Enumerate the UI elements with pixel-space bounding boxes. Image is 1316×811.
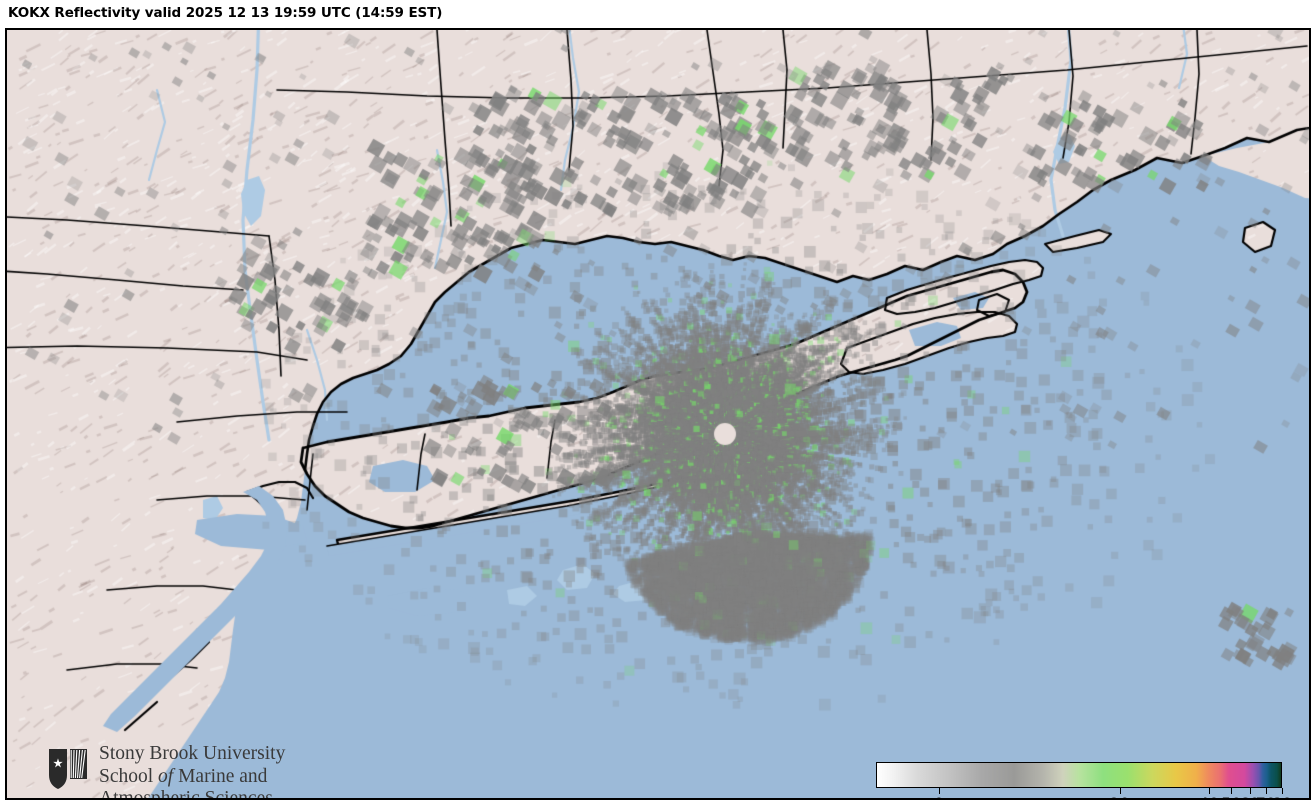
colorbar-tick-label: 0 [934,794,944,798]
colorbar-tick-label: 40 [1199,794,1219,798]
colorbar-tick-label: 60 [1239,794,1259,798]
colorbar-gradient [877,763,1281,787]
colorbar-tick-label: 50 [1221,794,1241,798]
logo-line-3: Atmospheric Sciences [99,788,273,800]
logo-line-1: Stony Brook University [99,743,286,764]
colorbar-tick [1249,788,1251,794]
colorbar-tick-label: 20 [1109,794,1129,798]
logo-line-2: School of Marine and [99,766,285,789]
shield-icon [49,749,87,789]
radar-map-canvas[interactable] [7,30,1309,798]
colorbar-tick-label: 80 [1272,794,1292,798]
logo-line-2-post: Marine and [173,765,268,787]
map-frame[interactable]: 0204050607080 Stony Broo [5,28,1311,800]
colorbar-tick [1282,788,1283,794]
colorbar-tick-label: 70 [1256,794,1276,798]
title-bar: KOKX Reflectivity valid 2025 12 13 19:59… [0,0,1316,28]
page-title: KOKX Reflectivity valid 2025 12 13 19:59… [8,5,443,21]
colorbar-bar [876,762,1282,788]
logo-text: Stony Brook University School of Marine … [99,743,286,800]
colorbar-tick [938,788,940,794]
colorbar-tick [1231,788,1233,794]
colorbar-tick [1208,788,1210,794]
logo-line-2-pre: School [99,765,159,787]
logo-line-2-italic: of [158,765,174,787]
stony-brook-logo: Stony Brook University School of Marine … [47,743,317,800]
colorbar-tick [1119,788,1121,794]
reflectivity-colorbar: 0 20 4050607080 [876,760,1292,798]
colorbar-tick [1265,788,1267,794]
